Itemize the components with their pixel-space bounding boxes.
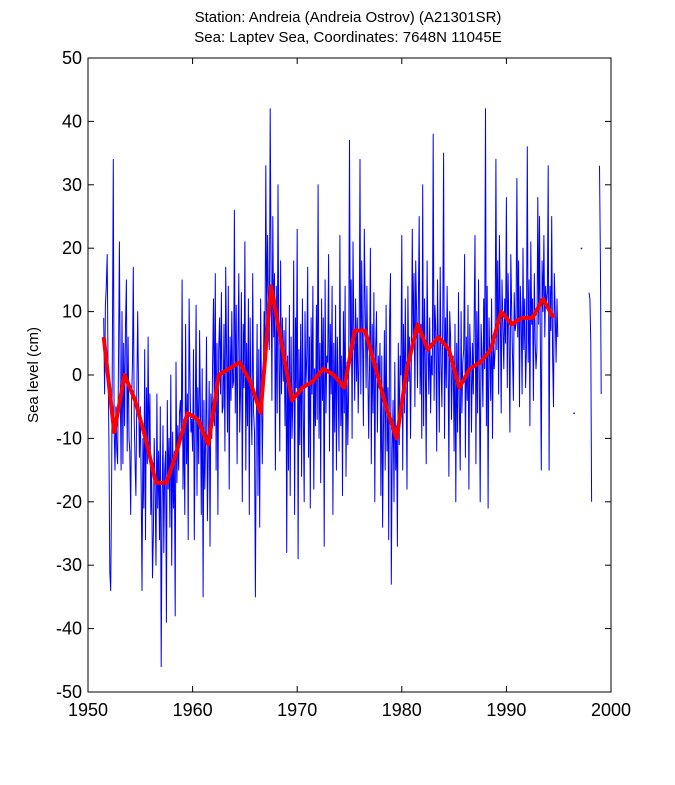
y-tick-label: -50 bbox=[56, 682, 82, 702]
y-tick-label: -20 bbox=[56, 492, 82, 512]
monthly-point bbox=[573, 412, 575, 415]
x-tick-label: 1990 bbox=[486, 700, 526, 720]
monthly-late-segment-1 bbox=[599, 165, 602, 395]
y-tick-label: 10 bbox=[62, 302, 82, 322]
y-tick-label: -10 bbox=[56, 428, 82, 448]
y-tick-label: 40 bbox=[62, 111, 82, 131]
chart-title-line-1: Station: Andreia (Andreia Ostrov) (A2130… bbox=[195, 9, 502, 26]
y-tick-label: 20 bbox=[62, 238, 82, 258]
y-tick-label: -30 bbox=[56, 555, 82, 575]
monthly-sea-level-line bbox=[103, 108, 559, 668]
chart-title-line-2: Sea: Laptev Sea, Coordinates: 7648N 1104… bbox=[194, 29, 501, 46]
axis-ticks: 1950 1960 1970 1980 1990 2000 50 40 30 20 10 0 -10 -2… bbox=[56, 48, 631, 720]
x-tick-label: 1980 bbox=[382, 700, 422, 720]
x-tick-label: 2000 bbox=[591, 700, 631, 720]
x-tick-label: 1950 bbox=[68, 700, 108, 720]
plot-area bbox=[101, 108, 602, 668]
y-tick-label: 0 bbox=[72, 365, 82, 385]
y-axis-label: Sea level (cm) bbox=[25, 327, 42, 423]
monthly-late-segment-0 bbox=[588, 292, 593, 502]
annual-mean-line bbox=[101, 284, 556, 485]
x-tick-label: 1970 bbox=[277, 700, 317, 720]
y-tick-label: -40 bbox=[56, 619, 82, 639]
monthly-point bbox=[580, 247, 583, 250]
x-tick-label: 1960 bbox=[173, 700, 213, 720]
y-tick-label: 30 bbox=[62, 175, 82, 195]
y-tick-label: 50 bbox=[62, 48, 82, 68]
